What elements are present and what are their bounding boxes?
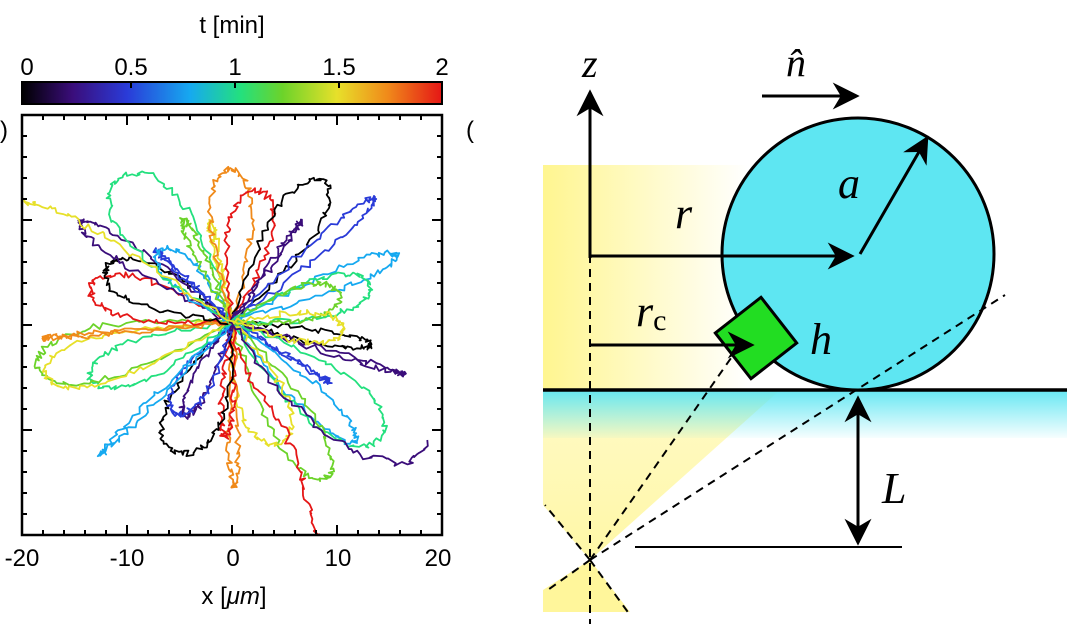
left-panel-label: ) <box>0 117 8 144</box>
x-tick-label: 20 <box>425 545 452 572</box>
illumination-cone-lower <box>543 560 630 612</box>
colorbar-tick-label: 0.5 <box>114 54 147 81</box>
colorbar-tick-label: 0 <box>20 54 33 81</box>
schematic-panel: ( z n̂ r a <box>466 40 1067 624</box>
x-axis-label: x [μm] <box>201 583 266 610</box>
trajectories <box>20 167 428 538</box>
illumination-beam <box>543 165 748 390</box>
x-axis-label-unit: μm <box>226 583 260 610</box>
r-label: r <box>675 189 693 238</box>
rc-label-main: r <box>636 287 654 336</box>
colorbar <box>22 82 442 104</box>
colorbar-tick-label: 1 <box>228 54 241 81</box>
x-axis-label-suffix: ] <box>260 583 267 610</box>
rc-label-subscript: c <box>653 304 666 337</box>
x-axis-label-prefix: x [ <box>201 583 227 610</box>
x-tick-label: 0 <box>226 545 239 572</box>
substrate-layer <box>543 390 1067 438</box>
trajectory-path <box>231 220 302 324</box>
x-tick-label: -10 <box>110 545 145 572</box>
a-label: a <box>838 159 860 208</box>
z-label: z <box>581 41 598 86</box>
trajectory-path <box>88 272 233 325</box>
colorbar-ticklabels: 0 0.5 1 1.5 2 <box>20 54 448 81</box>
n-hat-label: n̂ <box>786 40 806 85</box>
h-label: h <box>810 315 832 364</box>
trajectory-panel: ) t [min] 0 0.5 1 1.5 2 -20 -10 0 10 20 … <box>0 12 451 610</box>
L-label: L <box>881 464 906 513</box>
colorbar-tick-label: 2 <box>435 54 448 81</box>
colorbar-tick-label: 1.5 <box>322 54 355 81</box>
right-panel-label: ( <box>466 117 474 144</box>
x-tick-labels: -20 -10 0 10 20 <box>5 545 452 572</box>
colorbar-title: t [min] <box>199 12 264 39</box>
trajectory-path <box>43 320 234 390</box>
trajectory-path <box>229 178 331 323</box>
x-tick-label: -20 <box>5 545 40 572</box>
x-tick-label: 10 <box>325 545 352 572</box>
